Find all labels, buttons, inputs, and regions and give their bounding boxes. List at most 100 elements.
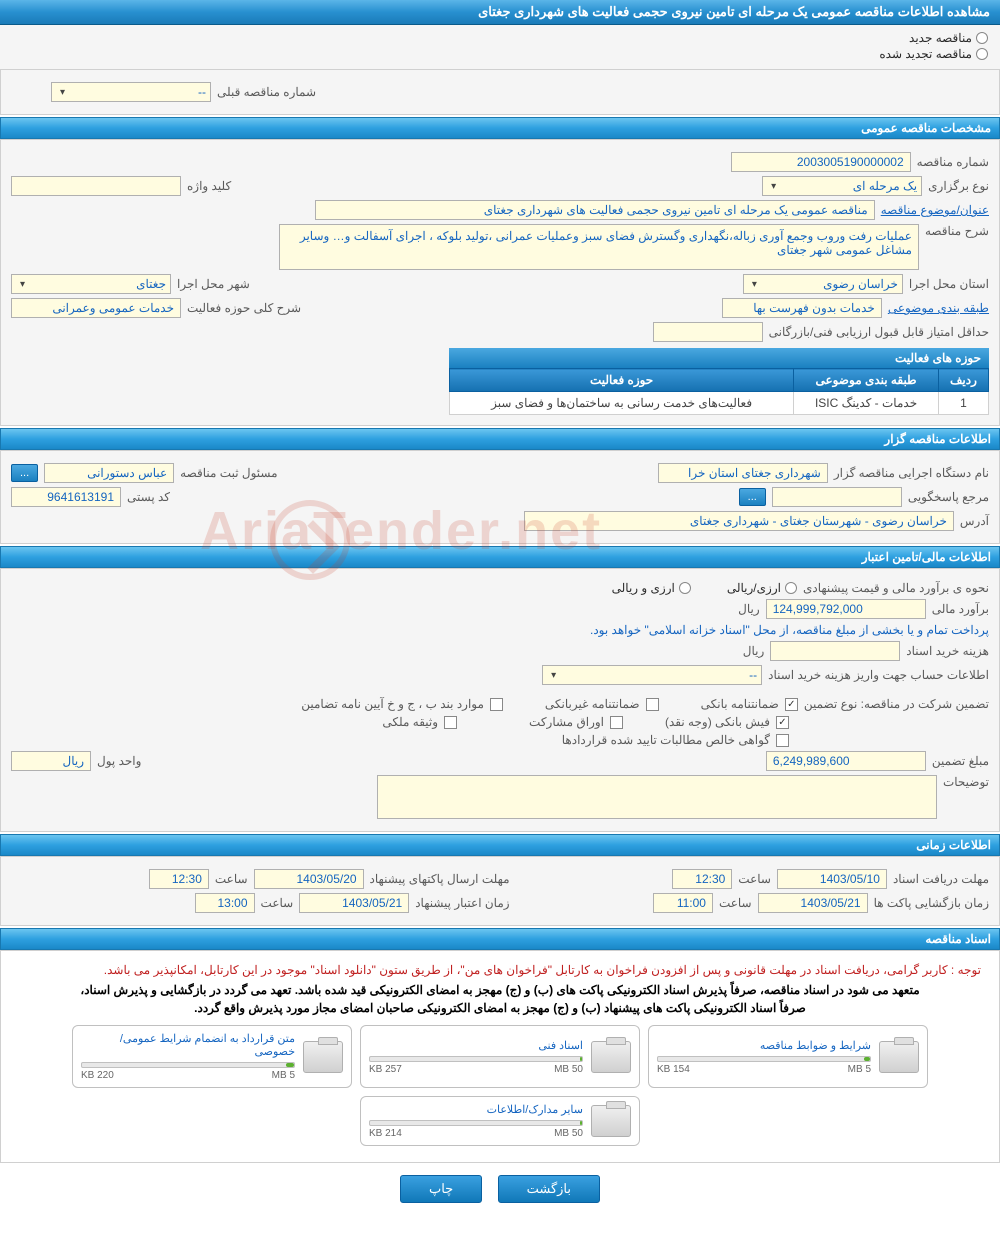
chevron-down-icon: ▾ [60,87,65,98]
city-select[interactable]: جغتای ▾ [11,274,171,294]
type-label: نوع برگزاری [928,179,989,193]
doc-card[interactable]: اسناد فنی50 MB257 KB [360,1025,640,1088]
address-label: آدرس [960,514,989,528]
doc-info: سایر مدارک/اطلاعات50 MB214 KB [369,1103,583,1139]
purchase-field[interactable] [770,641,900,661]
account-label: اطلاعات حساب جهت واریز هزینه خرید اسناد [768,668,989,682]
org-field: شهرداری جغتای استان خرا [658,463,828,483]
chevron-down-icon: ▾ [771,181,776,192]
doc-title: متن قرارداد به انضمام شرایط عمومی/خصوصی [81,1032,295,1058]
city-label: شهر محل اجرا [177,277,250,291]
unit-label: واحد پول [97,754,141,768]
ref-field[interactable] [772,487,902,507]
folder-icon [591,1041,631,1073]
city-value: جغتای [136,277,166,291]
min-score-field[interactable] [653,322,763,342]
doc-progress-bar [81,1062,295,1068]
doc-card[interactable]: متن قرارداد به انضمام شرایط عمومی/خصوصی 5… [72,1025,352,1088]
chk-byelaw[interactable] [490,698,503,711]
ref-more-button[interactable]: ... [739,488,766,506]
notes-field[interactable] [377,775,937,819]
radio-new-tender[interactable]: مناقصه جدید [909,31,988,45]
subject-label[interactable]: عنوان/موضوع مناقصه [881,203,989,217]
desc-label: شرح مناقصه [925,224,989,238]
open-time: 11:00 [653,893,713,913]
docs-notice: توجه : کاربر گرامی، دریافت اسناد در مهلت… [11,959,989,981]
reg-label: مسئول ثبت مناقصه [180,466,277,480]
type-select[interactable]: یک مرحله ای ▾ [762,176,922,196]
col-category: طبقه بندی موضوعی [794,369,939,392]
print-button[interactable]: چاپ [400,1175,482,1203]
radio-icon [976,32,988,44]
treasury-note: پرداخت تمام و یا بخشی از مبلغ مناقصه، از… [590,623,989,637]
chk-bank[interactable] [785,698,798,711]
doc-progress-bar [369,1120,583,1126]
keyword-field[interactable] [11,176,181,196]
chk-nonbank[interactable] [646,698,659,711]
account-select[interactable]: -- ▾ [542,665,762,685]
radio-renewed-tender[interactable]: مناقصه تجدید شده [879,47,988,61]
chk-property[interactable] [444,716,457,729]
radio-icon [679,582,691,594]
guarantee-amount-label: مبلغ تضمین [932,754,989,768]
guarantee-type-label: تضمین شرکت در مناقصه: نوع تضمین [804,697,989,711]
doc-info: متن قرارداد به انضمام شرایط عمومی/خصوصی 5… [81,1032,295,1081]
rial-label2: ریال [743,644,765,658]
province-value: خراسان رضوی [823,277,898,291]
receive-date: 1403/05/10 [777,869,887,889]
organizer-block: نام دستگاه اجرایی مناقصه گزار شهرداری جغ… [0,450,1000,544]
section-docs: اسناد مناقصه [0,928,1000,950]
more-button[interactable]: ... [11,464,38,482]
col-row: ردیف [938,369,988,392]
section-general: مشخصات مناقصه عمومی [0,117,1000,139]
send-date: 1403/05/20 [254,869,364,889]
doc-sizes: 5 MB220 KB [81,1070,295,1081]
radio-fx[interactable]: ارزی و ریالی [612,581,691,595]
province-label: استان محل اجرا [909,277,989,291]
prev-number-label: شماره مناقصه قبلی [217,85,316,99]
chk-property-label: وثیقه ملکی [382,715,438,729]
chk-bank-label: ضمانتنامه بانکی [701,697,779,711]
chk-bonds-label: اوراق مشارکت [529,715,604,729]
category-label[interactable]: طبقه بندی موضوعی [888,301,989,315]
send-time: 12:30 [149,869,209,889]
unit-field: ریال [11,751,91,771]
opt-rial-label: ارزی/ریالی [727,581,781,595]
doc-card[interactable]: سایر مدارک/اطلاعات50 MB214 KB [360,1096,640,1146]
footer-buttons: بازگشت چاپ [0,1163,1000,1215]
activity-table: ردیف طبقه بندی موضوعی حوزه فعالیت 1خدمات… [449,368,989,415]
col-scope: حوزه فعالیت [450,369,794,392]
chk-cash[interactable] [776,716,789,729]
doc-progress-bar [369,1056,583,1062]
doc-card[interactable]: شرایط و ضوابط مناقصه5 MB154 KB [648,1025,928,1088]
doc-sizes: 50 MB257 KB [369,1064,583,1075]
notes-label: توضیحات [943,775,989,789]
time-lbl: ساعت [719,896,752,910]
page-title-bar: مشاهده اطلاعات مناقصه عمومی یک مرحله ای … [0,0,1000,25]
chevron-down-icon: ▾ [20,279,25,290]
receive-label: مهلت دریافت اسناد [893,872,989,886]
radio-renewed-label: مناقصه تجدید شده [879,47,972,61]
doc-sizes: 5 MB154 KB [657,1064,871,1075]
chevron-down-icon: ▾ [551,670,556,681]
receive-time: 12:30 [672,869,732,889]
scope-label: شرح کلی حوزه فعالیت [187,301,301,315]
folder-icon [591,1105,631,1137]
type-value: یک مرحله ای [853,179,917,193]
account-value: -- [749,668,757,682]
prev-number-select[interactable]: -- ▾ [51,82,211,102]
back-button[interactable]: بازگشت [498,1175,600,1203]
valid-time: 13:00 [195,893,255,913]
chk-cert[interactable] [776,734,789,747]
province-select[interactable]: خراسان رضوی ▾ [743,274,903,294]
scope-field: خدمات عمومی وعمرانی [11,298,181,318]
radio-rial[interactable]: ارزی/ریالی [727,581,797,595]
time-lbl: ساعت [215,872,248,886]
estimate-field: 124,999,792,000 [766,599,926,619]
doc-title: سایر مدارک/اطلاعات [369,1103,583,1116]
chk-cash-label: فیش بانکی (وجه نقد) [665,715,770,729]
chk-bonds[interactable] [610,716,623,729]
open-date: 1403/05/21 [758,893,868,913]
prev-number-block: شماره مناقصه قبلی -- ▾ [0,69,1000,115]
min-score-label: حداقل امتیاز قابل قبول ارزیابی فنی/بازرگ… [769,325,989,339]
